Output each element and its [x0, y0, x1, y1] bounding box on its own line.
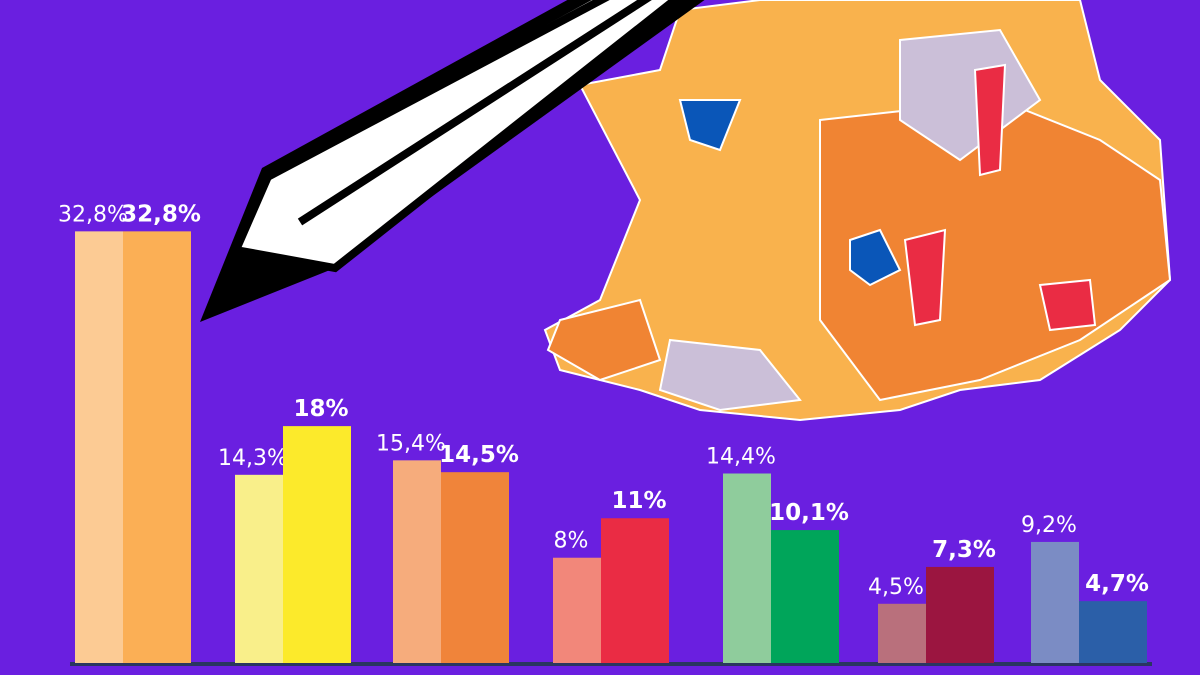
map — [543, 0, 1172, 422]
value-label: 10,1% — [769, 500, 849, 526]
value-label: 14,3% — [218, 446, 288, 471]
value-label: 4,7% — [1085, 571, 1149, 597]
value-label: 11% — [611, 488, 666, 514]
bar — [75, 231, 123, 664]
bar — [235, 474, 283, 663]
pencil-illustration — [200, 0, 705, 322]
bar — [553, 557, 601, 663]
bar — [926, 566, 994, 663]
value-label: 32,8% — [58, 202, 128, 227]
bar — [1079, 601, 1147, 663]
bar — [1031, 541, 1079, 663]
bar — [283, 426, 351, 663]
value-label: 32,8% — [121, 201, 201, 227]
value-label: 18% — [293, 396, 348, 422]
value-label: 4,5% — [868, 575, 924, 600]
value-label: 14,5% — [439, 442, 519, 468]
bar — [723, 473, 771, 663]
value-label: 9,2% — [1021, 513, 1077, 538]
bar — [878, 603, 926, 663]
value-label: 15,4% — [376, 431, 446, 456]
bar — [601, 518, 669, 663]
bar — [393, 460, 441, 663]
value-label: 14,4% — [706, 444, 776, 469]
value-label: 7,3% — [932, 537, 996, 563]
bar — [441, 472, 509, 663]
bar — [123, 231, 191, 664]
value-label: 8% — [554, 529, 589, 554]
bar — [771, 530, 839, 663]
